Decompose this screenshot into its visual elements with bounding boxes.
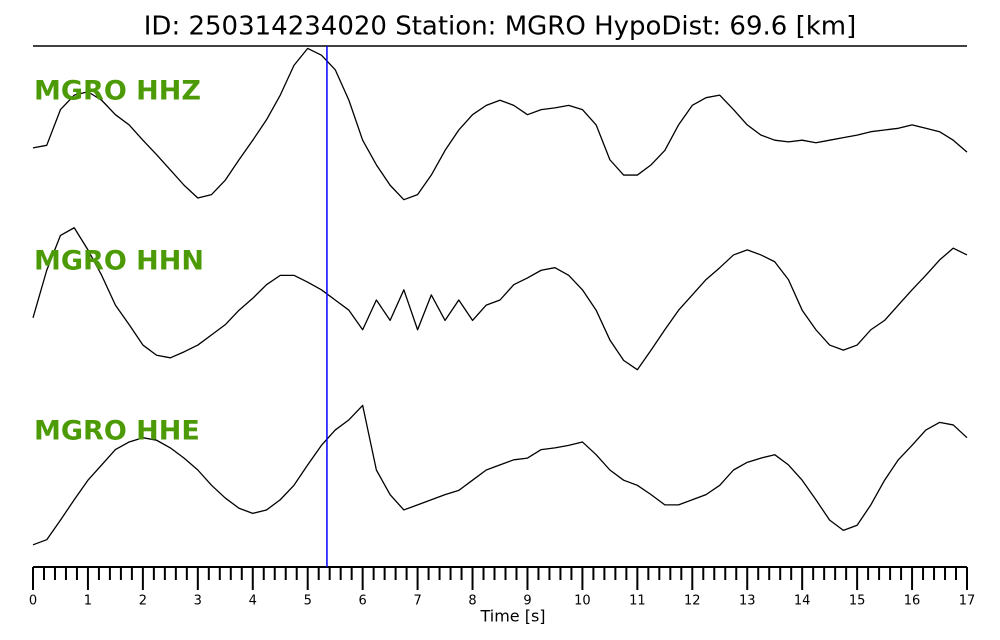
chart-title: ID: 250314234020 Station: MGRO HypoDist:… — [144, 12, 857, 42]
x-tick-label: 14 — [794, 594, 811, 609]
x-tick-label: 7 — [413, 594, 421, 609]
x-tick-label: 16 — [904, 594, 921, 609]
trace-label: MGRO HHZ — [34, 76, 201, 107]
x-tick-label: 1 — [84, 594, 92, 609]
x-tick-label: 12 — [684, 594, 701, 609]
trace-label: MGRO HHN — [34, 246, 204, 277]
x-tick-label: 10 — [574, 594, 591, 609]
x-tick-label: 2 — [139, 594, 147, 609]
x-tick-label: 4 — [249, 594, 257, 609]
x-tick-label: 17 — [959, 594, 976, 609]
x-tick-label: 9 — [523, 594, 531, 609]
x-tick-label: 3 — [194, 594, 202, 609]
x-tick-label: 13 — [739, 594, 756, 609]
waveform — [32, 404, 968, 546]
waveform — [32, 227, 968, 371]
x-tick-label: 15 — [849, 594, 866, 609]
waveform — [32, 47, 968, 201]
trace-label: MGRO HHE — [34, 416, 200, 447]
x-tick-label: 5 — [304, 594, 312, 609]
x-axis-label: Time [s] — [479, 607, 545, 626]
x-tick-label: 6 — [359, 594, 367, 609]
x-tick-label: 0 — [29, 594, 37, 609]
x-tick-label: 8 — [468, 594, 476, 609]
x-tick-label: 11 — [629, 594, 646, 609]
